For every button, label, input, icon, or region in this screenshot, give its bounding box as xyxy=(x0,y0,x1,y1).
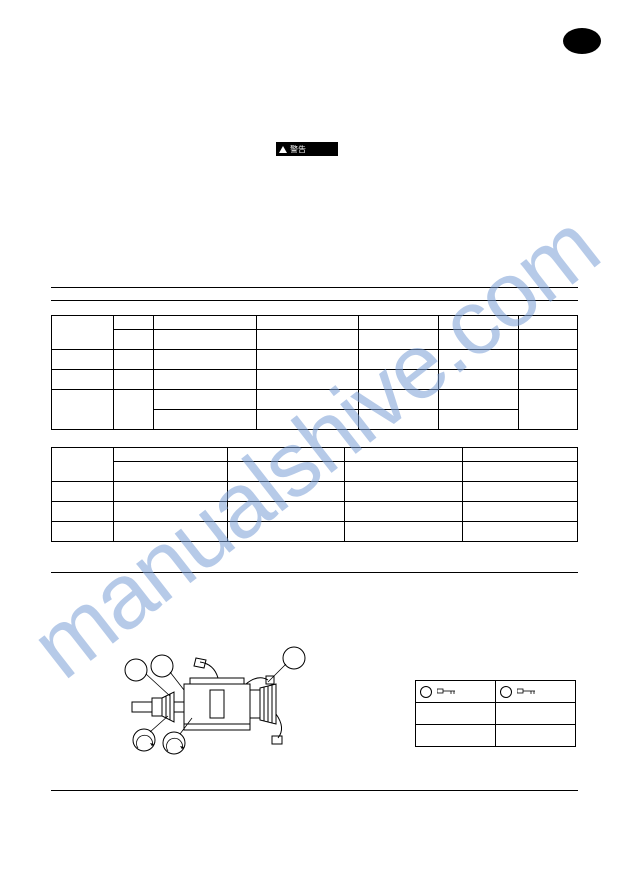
legend-cell xyxy=(496,703,576,725)
key-icon xyxy=(517,687,537,697)
rule xyxy=(51,790,578,791)
callout-circle-icon xyxy=(500,686,512,698)
rule xyxy=(51,287,578,288)
callout-circle-icon xyxy=(420,686,432,698)
mechanical-diagram xyxy=(118,640,328,760)
rule xyxy=(51,572,578,573)
warning-text: 警告 xyxy=(290,144,306,155)
legend-cell xyxy=(496,681,576,703)
legend-cell xyxy=(416,725,496,747)
legend-cell xyxy=(416,681,496,703)
page: 警告 xyxy=(0,0,629,893)
spec-table-2 xyxy=(51,447,578,542)
legend-cell xyxy=(416,703,496,725)
key-icon xyxy=(437,687,457,697)
warning-label-box: 警告 xyxy=(276,142,338,156)
rule xyxy=(51,300,578,301)
diagram-legend-table xyxy=(415,680,576,747)
language-marker-dot xyxy=(563,28,601,54)
warning-triangle-icon xyxy=(279,146,287,153)
legend-cell xyxy=(496,725,576,747)
spec-table-1 xyxy=(51,315,578,430)
